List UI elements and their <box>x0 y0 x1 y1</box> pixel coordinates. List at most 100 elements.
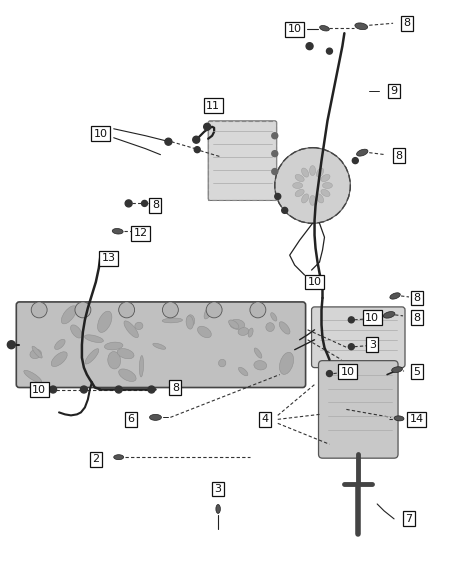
Circle shape <box>194 147 200 152</box>
Ellipse shape <box>279 322 290 334</box>
Circle shape <box>148 386 155 393</box>
Ellipse shape <box>295 189 304 197</box>
Circle shape <box>306 43 313 49</box>
Text: 10: 10 <box>365 313 379 323</box>
Circle shape <box>272 168 278 175</box>
Ellipse shape <box>355 23 368 30</box>
Circle shape <box>275 193 281 200</box>
Ellipse shape <box>108 351 120 369</box>
Ellipse shape <box>198 326 211 338</box>
Ellipse shape <box>271 313 277 321</box>
Ellipse shape <box>310 166 316 175</box>
Ellipse shape <box>117 348 134 359</box>
Ellipse shape <box>204 305 213 319</box>
Text: 8: 8 <box>152 201 159 210</box>
Ellipse shape <box>98 311 112 332</box>
Ellipse shape <box>321 174 330 182</box>
Text: 7: 7 <box>405 514 412 524</box>
Ellipse shape <box>295 174 304 182</box>
Text: 8: 8 <box>413 293 420 303</box>
Text: 8: 8 <box>395 151 402 160</box>
Ellipse shape <box>24 370 42 383</box>
Text: 11: 11 <box>206 101 220 111</box>
Ellipse shape <box>32 346 42 358</box>
Circle shape <box>125 200 132 207</box>
Circle shape <box>348 344 354 350</box>
Ellipse shape <box>153 343 166 349</box>
Ellipse shape <box>149 415 162 420</box>
Ellipse shape <box>266 323 274 332</box>
Ellipse shape <box>394 416 404 421</box>
Circle shape <box>142 201 147 206</box>
Text: 14: 14 <box>410 415 424 424</box>
Text: 10: 10 <box>94 129 108 139</box>
Bar <box>208 121 276 201</box>
Ellipse shape <box>219 359 226 367</box>
FancyBboxPatch shape <box>208 121 277 201</box>
Circle shape <box>50 386 56 393</box>
Ellipse shape <box>238 367 248 376</box>
Circle shape <box>193 136 200 143</box>
Ellipse shape <box>321 189 330 197</box>
Ellipse shape <box>301 168 309 177</box>
Ellipse shape <box>135 322 143 329</box>
Text: 3: 3 <box>215 484 222 494</box>
Ellipse shape <box>118 369 136 381</box>
FancyBboxPatch shape <box>311 307 405 367</box>
Ellipse shape <box>104 342 123 350</box>
Text: 10: 10 <box>288 24 301 34</box>
Ellipse shape <box>292 182 302 189</box>
Circle shape <box>282 208 288 213</box>
Circle shape <box>275 148 350 223</box>
Ellipse shape <box>301 194 309 203</box>
Ellipse shape <box>112 228 123 234</box>
Circle shape <box>75 302 91 318</box>
Circle shape <box>272 133 278 139</box>
Ellipse shape <box>280 352 293 374</box>
Text: 10: 10 <box>340 367 355 377</box>
FancyBboxPatch shape <box>319 361 398 458</box>
Ellipse shape <box>51 352 67 366</box>
Ellipse shape <box>392 367 402 373</box>
Ellipse shape <box>84 335 103 343</box>
Text: 3: 3 <box>369 340 376 350</box>
Ellipse shape <box>254 348 262 358</box>
Ellipse shape <box>61 306 77 324</box>
Ellipse shape <box>317 168 324 177</box>
Circle shape <box>204 123 210 131</box>
Ellipse shape <box>317 194 324 203</box>
Circle shape <box>206 302 222 318</box>
Circle shape <box>81 386 87 393</box>
Ellipse shape <box>124 321 138 338</box>
Circle shape <box>115 386 122 393</box>
Ellipse shape <box>186 316 193 329</box>
FancyBboxPatch shape <box>16 302 306 388</box>
Ellipse shape <box>319 25 329 31</box>
Text: 8: 8 <box>403 18 410 28</box>
Ellipse shape <box>139 355 144 377</box>
Ellipse shape <box>254 361 267 370</box>
Circle shape <box>348 317 354 323</box>
Text: 8: 8 <box>172 382 179 393</box>
Ellipse shape <box>248 328 253 337</box>
Circle shape <box>250 302 266 318</box>
Text: 5: 5 <box>413 367 420 377</box>
Ellipse shape <box>356 149 368 156</box>
Ellipse shape <box>162 318 182 323</box>
Ellipse shape <box>114 455 124 459</box>
Ellipse shape <box>71 325 82 338</box>
Circle shape <box>31 302 47 318</box>
Ellipse shape <box>230 319 245 329</box>
Ellipse shape <box>310 196 316 205</box>
Text: 2: 2 <box>92 454 100 464</box>
Text: 10: 10 <box>308 277 321 287</box>
Circle shape <box>327 371 332 377</box>
Ellipse shape <box>30 350 41 359</box>
Text: 4: 4 <box>261 415 268 424</box>
Text: 9: 9 <box>391 86 398 96</box>
Text: 10: 10 <box>32 385 46 394</box>
Ellipse shape <box>390 293 400 299</box>
Ellipse shape <box>216 504 220 513</box>
Text: 8: 8 <box>413 313 420 323</box>
Circle shape <box>8 341 15 348</box>
